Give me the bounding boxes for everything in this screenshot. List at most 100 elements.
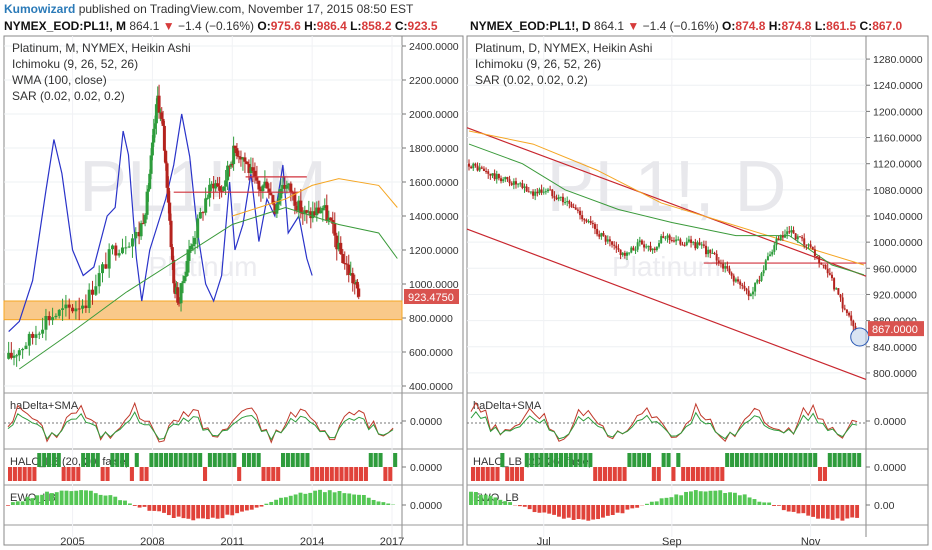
right-l-label: L: <box>814 19 827 33</box>
candle-body <box>333 223 337 236</box>
candle-body <box>117 253 121 256</box>
halc-bar <box>271 467 276 481</box>
halc-bar <box>822 467 827 481</box>
halc-bar <box>808 453 813 467</box>
candle-body <box>822 264 825 266</box>
right-change: −1.4 (−0.16%) <box>642 19 719 33</box>
candle-body <box>210 183 214 185</box>
halc-bar <box>134 453 139 467</box>
candle-body <box>269 192 273 196</box>
candle-body <box>130 238 134 247</box>
candle-body <box>170 247 174 260</box>
left-price: 864.1 <box>129 19 160 33</box>
candle-body <box>837 288 840 295</box>
candle-body <box>9 352 13 358</box>
candle-body <box>818 256 821 264</box>
candle-body <box>44 315 48 330</box>
halc-bar <box>290 453 295 467</box>
candle-body <box>540 189 543 193</box>
candle-body <box>623 252 626 256</box>
candle-body <box>532 191 535 196</box>
candle-body <box>47 315 51 321</box>
candle-body <box>349 273 353 276</box>
candle-body <box>196 218 200 238</box>
halc-bar <box>632 453 637 467</box>
candle-body <box>724 266 727 269</box>
candle-body <box>291 192 295 194</box>
right-symbol[interactable]: NYMEX_EOD:PL1!, D <box>470 19 591 33</box>
y-tick-label: 1200.0000 <box>873 106 923 118</box>
candle-body <box>677 239 680 241</box>
halc-bar <box>86 453 91 467</box>
candle-body <box>726 266 729 269</box>
halc-bar <box>159 453 164 467</box>
candle-body <box>160 112 164 119</box>
candle-body <box>760 273 763 281</box>
halc-bar <box>686 467 691 481</box>
indicator-title: Ichimoku (9, 26, 52, 26) <box>475 57 601 71</box>
candle-body <box>628 252 631 254</box>
candle-body <box>239 156 243 160</box>
candle-body <box>640 240 643 245</box>
halc-bar <box>47 453 52 467</box>
halc-bar <box>168 453 173 467</box>
subpanel-label: haDelta+SMA <box>10 400 79 412</box>
candle-body <box>15 355 19 357</box>
left-symbol[interactable]: NYMEX_EOD:PL1!, M <box>4 19 127 33</box>
author-name[interactable]: Kumowizard <box>4 2 76 16</box>
candle-body <box>792 230 795 234</box>
candle-body <box>711 252 714 254</box>
candle-body <box>581 215 584 220</box>
attribution-line: Kumowizard published on TradingView.com,… <box>4 2 413 16</box>
halc-bar <box>842 453 847 467</box>
chart-frame <box>3 35 464 546</box>
x-tick-label: 2017 <box>380 536 404 548</box>
down-arrow-icon: ▼ <box>162 19 175 33</box>
halc-bar <box>56 453 61 467</box>
halc-bar <box>61 467 66 481</box>
y-tick-label: 1000.0000 <box>409 279 459 291</box>
candle-body <box>643 244 646 248</box>
candle-body <box>150 142 154 156</box>
candle-body <box>728 268 731 273</box>
halc-bar <box>8 467 13 481</box>
halc-bar <box>568 453 573 467</box>
x-tick-label: 2005 <box>60 536 84 548</box>
halc-bar <box>51 453 56 467</box>
candle-body <box>355 281 359 289</box>
watermark-name: Platinum <box>612 251 721 282</box>
candle-body <box>732 275 735 282</box>
candle-body <box>672 240 675 242</box>
halc-bar <box>227 453 232 467</box>
halc-bar <box>573 453 578 467</box>
candle-body <box>617 248 620 250</box>
last-price-badge <box>404 289 459 305</box>
candle-body <box>850 315 853 321</box>
candle-body <box>7 352 11 359</box>
candle-body <box>634 249 637 251</box>
halc-bar <box>42 453 47 467</box>
candle-body <box>841 297 844 309</box>
candle-body <box>145 191 149 215</box>
halc-bar <box>495 467 500 481</box>
candle-body <box>247 163 251 173</box>
halc-bar <box>505 467 510 481</box>
candle-body <box>741 284 744 286</box>
candle-body <box>295 205 299 211</box>
candle-body <box>801 237 804 239</box>
right-o-label: O: <box>722 19 736 33</box>
candle-body <box>265 181 269 189</box>
halc-bar <box>500 453 505 467</box>
halc-bar <box>378 453 383 467</box>
halc-bar <box>110 453 115 467</box>
candle-body <box>206 197 210 199</box>
candle-body <box>279 188 283 199</box>
candle-body <box>557 197 560 200</box>
candle-body <box>152 128 156 143</box>
candle-body <box>826 268 829 274</box>
candle-body <box>139 223 143 237</box>
candle-body <box>649 245 652 251</box>
candle-body <box>91 289 95 295</box>
candle-body <box>12 355 16 358</box>
